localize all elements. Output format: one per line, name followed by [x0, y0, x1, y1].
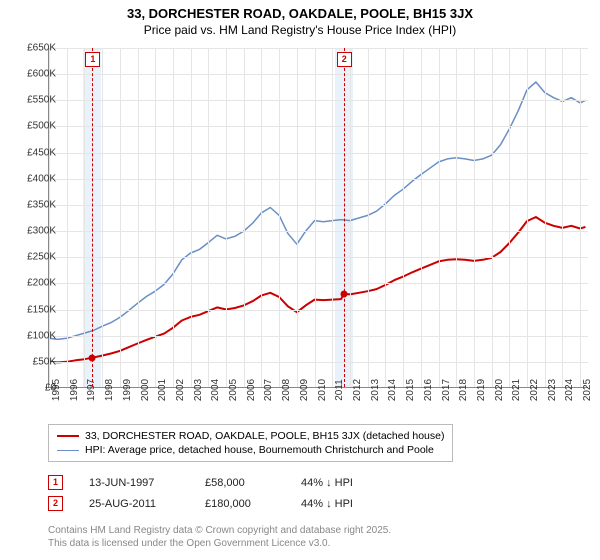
- footnote-line2: This data is licensed under the Open Gov…: [48, 537, 391, 550]
- x-tick-label: 2020: [494, 379, 505, 401]
- chart-container: { "title_line1": "33, DORCHESTER ROAD, O…: [0, 0, 600, 560]
- chart-title-line2: Price paid vs. HM Land Registry's House …: [0, 23, 600, 37]
- plot-area: 12: [48, 48, 588, 388]
- x-tick-label: 1998: [104, 379, 115, 401]
- x-tick-label: 2022: [529, 379, 540, 401]
- sale-delta-2: 44% ↓ HPI: [301, 498, 353, 510]
- x-tick-label: 2012: [352, 379, 363, 401]
- x-tick-label: 2006: [246, 379, 257, 401]
- chart-title-line1: 33, DORCHESTER ROAD, OAKDALE, POOLE, BH1…: [0, 0, 600, 23]
- series-property: [49, 217, 586, 362]
- x-tick-label: 1999: [122, 379, 133, 401]
- legend-label-hpi: HPI: Average price, detached house, Bour…: [85, 444, 434, 456]
- sales-table: 1 13-JUN-1997 £58,000 44% ↓ HPI 2 25-AUG…: [48, 472, 353, 514]
- y-tick-label: £550K: [27, 95, 56, 106]
- sale-marker-1: 1: [48, 475, 63, 490]
- footnote: Contains HM Land Registry data © Crown c…: [48, 524, 391, 550]
- x-tick-label: 2024: [564, 379, 575, 401]
- sale-row-1: 1 13-JUN-1997 £58,000 44% ↓ HPI: [48, 472, 353, 493]
- x-tick-label: 2002: [175, 379, 186, 401]
- y-tick-label: £350K: [27, 199, 56, 210]
- sale-dot: [340, 290, 347, 297]
- x-tick-label: 2019: [476, 379, 487, 401]
- x-tick-label: 2010: [317, 379, 328, 401]
- y-tick-label: £250K: [27, 252, 56, 263]
- series-hpi: [49, 82, 586, 339]
- x-tick-label: 2001: [157, 379, 168, 401]
- x-tick-label: 1995: [51, 379, 62, 401]
- x-tick-label: 2013: [370, 379, 381, 401]
- x-tick-label: 2007: [263, 379, 274, 401]
- legend-swatch-property: [57, 435, 79, 437]
- y-tick-label: £650K: [27, 43, 56, 54]
- x-tick-label: 2009: [299, 379, 310, 401]
- x-tick-label: 1996: [69, 379, 80, 401]
- x-tick-label: 2000: [140, 379, 151, 401]
- x-tick-label: 2004: [210, 379, 221, 401]
- sale-delta-1: 44% ↓ HPI: [301, 477, 353, 489]
- sale-marker-2: 2: [48, 496, 63, 511]
- sale-price-1: £58,000: [205, 477, 275, 489]
- x-tick-label: 2008: [281, 379, 292, 401]
- x-tick-label: 2021: [511, 379, 522, 401]
- legend-label-property: 33, DORCHESTER ROAD, OAKDALE, POOLE, BH1…: [85, 430, 444, 442]
- y-tick-label: £100K: [27, 330, 56, 341]
- sale-price-2: £180,000: [205, 498, 275, 510]
- footnote-line1: Contains HM Land Registry data © Crown c…: [48, 524, 391, 537]
- y-tick-label: £500K: [27, 121, 56, 132]
- x-tick-label: 2005: [228, 379, 239, 401]
- x-tick-label: 2017: [441, 379, 452, 401]
- sale-dot: [89, 354, 96, 361]
- sale-marker-on-chart: 2: [337, 52, 352, 67]
- x-tick-label: 2018: [458, 379, 469, 401]
- legend-item-hpi: HPI: Average price, detached house, Bour…: [57, 443, 444, 457]
- x-tick-label: 2014: [387, 379, 398, 401]
- legend-swatch-hpi: [57, 450, 79, 451]
- sale-date-1: 13-JUN-1997: [89, 477, 179, 489]
- x-tick-label: 1997: [86, 379, 97, 401]
- x-tick-label: 2003: [193, 379, 204, 401]
- legend: 33, DORCHESTER ROAD, OAKDALE, POOLE, BH1…: [48, 424, 453, 462]
- sale-marker-on-chart: 1: [85, 52, 100, 67]
- y-tick-label: £150K: [27, 304, 56, 315]
- sale-date-2: 25-AUG-2011: [89, 498, 179, 510]
- sale-row-2: 2 25-AUG-2011 £180,000 44% ↓ HPI: [48, 493, 353, 514]
- y-tick-label: £300K: [27, 226, 56, 237]
- x-tick-label: 2011: [334, 379, 345, 401]
- y-tick-label: £600K: [27, 69, 56, 80]
- x-tick-label: 2015: [405, 379, 416, 401]
- x-tick-label: 2025: [582, 379, 593, 401]
- x-tick-label: 2023: [547, 379, 558, 401]
- y-tick-label: £400K: [27, 173, 56, 184]
- y-tick-label: £200K: [27, 278, 56, 289]
- x-tick-label: 2016: [423, 379, 434, 401]
- legend-item-property: 33, DORCHESTER ROAD, OAKDALE, POOLE, BH1…: [57, 429, 444, 443]
- y-tick-label: £50K: [33, 356, 56, 367]
- y-tick-label: £450K: [27, 147, 56, 158]
